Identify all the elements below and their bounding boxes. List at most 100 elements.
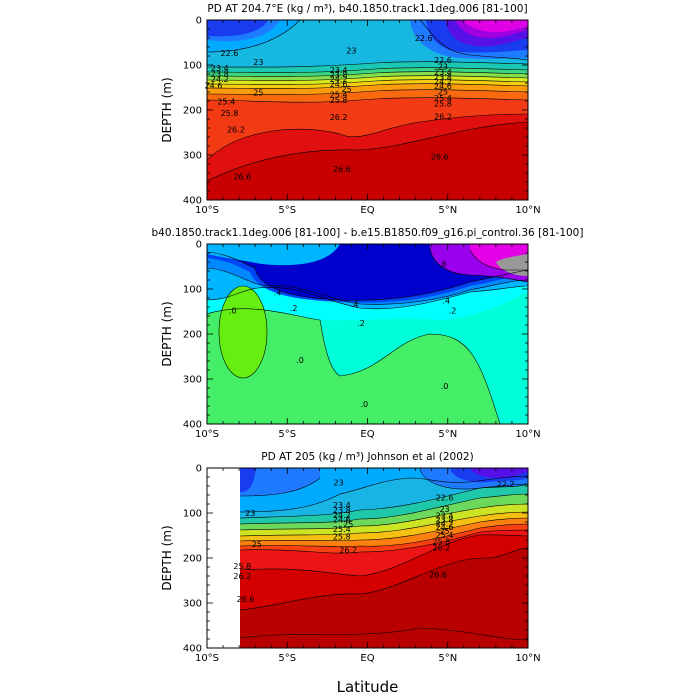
contour-label: 23.8 [434, 73, 452, 82]
panel3-contour-labels: 232525.826.226.62323.423.824.224.62525.4… [233, 478, 514, 604]
x-tick-label: 5°S [278, 429, 296, 440]
contour-label: .4 [274, 289, 282, 298]
x-tick-label: EQ [360, 205, 374, 216]
contour-label: 26.2 [434, 112, 452, 121]
panel-model-density: PD AT 204.7°E (kg / m³), b40.1850.track1… [160, 3, 541, 216]
contour-label: 24.2 [434, 78, 452, 87]
panel1-ylabel: DEPTH (m) [160, 77, 174, 142]
y-tick-label: 200 [183, 330, 202, 341]
contour-label: 26.2 [432, 544, 450, 553]
panel2-ylabel: DEPTH (m) [160, 301, 174, 366]
contour-label: .2 [449, 307, 457, 316]
panel2-axes: 10°S 5°S EQ 5°N 10°N 0 100 200 300 400 [183, 240, 541, 441]
contour-label: 24.2 [330, 75, 348, 84]
contour-label: 25 [342, 85, 352, 94]
contour-label: 25.4 [436, 531, 454, 540]
contour-label: 24.2 [436, 519, 454, 528]
x-tick-label: 10°S [195, 205, 219, 216]
contour-label: 22.6 [434, 56, 452, 65]
panel-observed-density: PD AT 205 (kg / m³) Johnson et al (2002) [160, 451, 541, 664]
y-tick-label: 300 [183, 375, 202, 386]
contour-label: 26.6 [233, 173, 251, 182]
x-axis-title: Latitude [337, 678, 399, 696]
contour-label: 25.4 [217, 97, 235, 106]
contour-label: 25 [253, 88, 263, 97]
panel2-title: b40.1850.track1.1deg.006 [81-100] - b.e1… [152, 227, 584, 239]
contour-label: 25.8 [330, 96, 348, 105]
panel3-ylabel: DEPTH (m) [160, 525, 174, 590]
contour-label: 24.6 [436, 523, 454, 532]
x-tick-label: 5°N [438, 205, 457, 216]
contour-label: 26.6 [431, 152, 449, 161]
x-tick-label: 5°S [278, 205, 296, 216]
contour-label: 23.4 [436, 512, 454, 521]
contour-label: 24.6 [205, 81, 223, 90]
contour-label: 23.8 [330, 70, 348, 79]
contour-label: .6 [439, 259, 447, 268]
contour-label: 25.8 [333, 532, 351, 541]
contour-label: 23 [438, 62, 448, 71]
contour-label: .4 [351, 300, 359, 309]
contour-label: 24.6 [434, 82, 452, 91]
contour-label: 23.4 [333, 501, 351, 510]
y-tick-label: 100 [183, 509, 202, 520]
contour-label: .4 [442, 297, 450, 306]
y-tick-label: 300 [183, 599, 202, 610]
panel1-contour-labels: 22.6232323.423.824.224.62525.425.826.226… [205, 34, 452, 182]
contour-label: 25 [252, 540, 262, 549]
contour-label: .0 [360, 400, 368, 409]
contour-label: 26.2 [330, 113, 348, 122]
x-tick-label: EQ [360, 653, 374, 664]
contour-label: 22.6 [221, 49, 239, 58]
panel2-contour-field [207, 244, 528, 424]
contour-label: 23 [439, 505, 449, 514]
y-tick-label: 0 [196, 240, 202, 251]
y-tick-label: 200 [183, 106, 202, 117]
contour-label: 24.2 [333, 511, 351, 520]
contour-label: 23 [346, 47, 356, 56]
contour-label: 25.8 [221, 109, 239, 118]
contour-label: 23 [334, 478, 344, 487]
x-tick-label: 5°N [438, 653, 457, 664]
contour-label: 25.4 [434, 94, 452, 103]
y-tick-label: 100 [183, 61, 202, 72]
x-tick-label: 10°S [195, 653, 219, 664]
panel3-contour-field [207, 468, 528, 648]
x-tick-label: 10°S [195, 429, 219, 440]
contour-label: 25 [343, 520, 353, 529]
y-tick-label: 400 [183, 644, 202, 655]
contour-label: 25.8 [434, 99, 452, 108]
x-tick-label: 10°N [515, 205, 540, 216]
panel-density-difference: b40.1850.track1.1deg.006 [81-100] - b.e1… [152, 227, 584, 440]
contour-label: 24.6 [330, 80, 348, 89]
x-tick-label: 10°N [515, 653, 540, 664]
contour-label: 26.6 [429, 571, 447, 580]
contour-label: 25.8 [233, 562, 251, 571]
contour-label: 24.2 [211, 75, 229, 84]
contour-label: 23.4 [211, 64, 229, 73]
contour-label: 22.2 [497, 480, 515, 489]
contour-label: 26.2 [227, 125, 245, 134]
y-tick-label: 400 [183, 196, 202, 207]
panel3-title: PD AT 205 (kg / m³) Johnson et al (2002) [261, 451, 473, 463]
panel3-axes: 10°S 5°S EQ 5°N 10°N 0 100 200 300 400 [183, 464, 541, 665]
x-tick-label: 5°N [438, 429, 457, 440]
contour-label: 23.8 [436, 515, 454, 524]
contour-label: 26.2 [339, 546, 357, 555]
y-tick-label: 300 [183, 151, 202, 162]
x-tick-label: 5°S [278, 653, 296, 664]
x-tick-label: 10°N [515, 429, 540, 440]
panel1-axes: 10°S 5°S EQ 5°N 10°N 0 100 200 300 400 [183, 16, 541, 217]
y-tick-label: 0 [196, 464, 202, 475]
contour-label: 23.4 [434, 68, 452, 77]
contour-label: 25 [439, 527, 449, 536]
contour-label: 22.6 [415, 34, 433, 43]
contour-label: .0 [441, 382, 449, 391]
contour-label: 23 [245, 509, 255, 518]
contour-label: 23.8 [333, 506, 351, 515]
contour-label: 25.4 [330, 91, 348, 100]
contour-label: 26.6 [237, 595, 255, 604]
panel1-title: PD AT 204.7°E (kg / m³), b40.1850.track1… [207, 3, 527, 15]
panel2-contour-labels: .4.2.0.0.4.2.0.0.4.2.6 [229, 259, 457, 408]
